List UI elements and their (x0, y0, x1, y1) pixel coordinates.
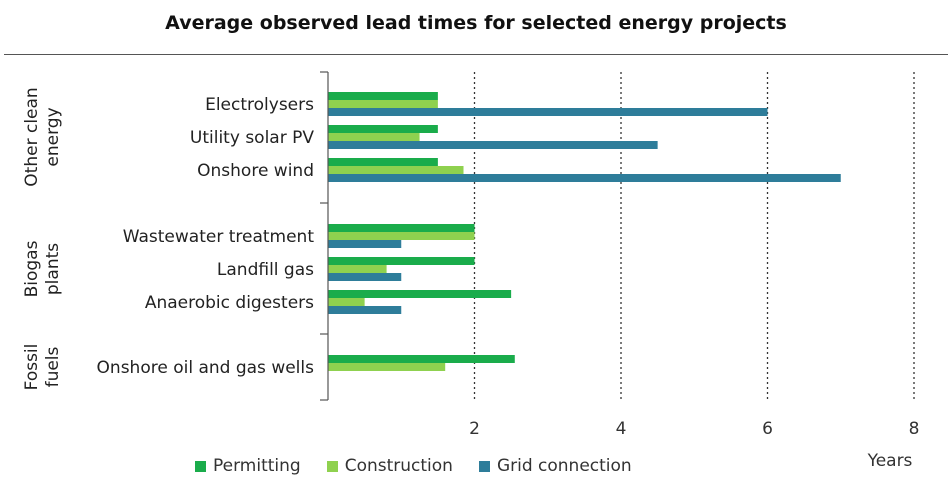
group-label-line: plants (43, 243, 63, 295)
legend: Permitting Construction Grid connection (195, 456, 658, 476)
bar-grid-connection (328, 273, 402, 281)
x-tick-label: 4 (616, 419, 627, 439)
title-divider (4, 54, 948, 55)
bar-construction (328, 133, 420, 141)
labels: 2 4 6 8 Electrolysers Utility solar PV Onshore… (22, 87, 919, 471)
bar-permitting (328, 224, 475, 232)
x-tick-label: 6 (762, 419, 773, 439)
category-label: Onshore wind (197, 161, 314, 181)
gridlines (473, 72, 915, 400)
legend-swatch (478, 460, 490, 472)
bar-construction (328, 232, 475, 240)
chart-title: Average observed lead times for selected… (165, 12, 787, 34)
category-label: Electrolysers (205, 95, 314, 115)
x-tick-label: 2 (469, 419, 480, 439)
bars (328, 92, 841, 371)
legend-swatch (195, 460, 206, 472)
group-label: Fossilfuels (22, 344, 63, 391)
bar-permitting (328, 92, 438, 100)
x-axis-label: Years (867, 451, 913, 471)
group-label-line: Fossil (22, 344, 42, 391)
bar-construction (328, 100, 438, 108)
x-tick-label: 8 (909, 419, 920, 439)
bar-construction (328, 298, 365, 306)
bar-permitting (328, 257, 475, 265)
legend-label: Grid connection (496, 456, 632, 476)
bar-construction (328, 265, 387, 273)
legend-swatch (326, 460, 338, 472)
legend-label: Permitting (213, 456, 301, 476)
bar-grid-connection (328, 306, 402, 314)
category-label: Wastewater treatment (123, 227, 315, 247)
bar-construction (328, 166, 464, 174)
category-label: Onshore oil and gas wells (97, 358, 315, 378)
bar-grid-connection (328, 174, 841, 182)
bar-permitting (328, 125, 438, 133)
legend-item: Grid connection (478, 456, 632, 476)
legend-label: Construction (344, 456, 453, 476)
bar-permitting (328, 158, 438, 166)
bar-permitting (328, 290, 512, 298)
category-label: Utility solar PV (190, 128, 314, 148)
category-label: Anaerobic digesters (145, 293, 314, 313)
bar-grid-connection (328, 141, 658, 149)
bar-permitting (328, 355, 515, 363)
category-label: Landfill gas (217, 260, 314, 280)
group-label-line: fuels (43, 346, 63, 387)
legend-item: Construction (326, 456, 453, 476)
bar-construction (328, 363, 446, 371)
group-label: Biogasplants (22, 240, 63, 297)
group-label-line: Biogas (22, 240, 42, 297)
bar-grid-connection (328, 240, 402, 248)
axes (320, 71, 329, 401)
group-label: Other cleanenergy (22, 87, 63, 186)
legend-item: Permitting (195, 456, 301, 476)
group-label-line: energy (43, 107, 63, 166)
group-label-line: Other clean (22, 87, 42, 186)
bar-grid-connection (328, 108, 768, 116)
